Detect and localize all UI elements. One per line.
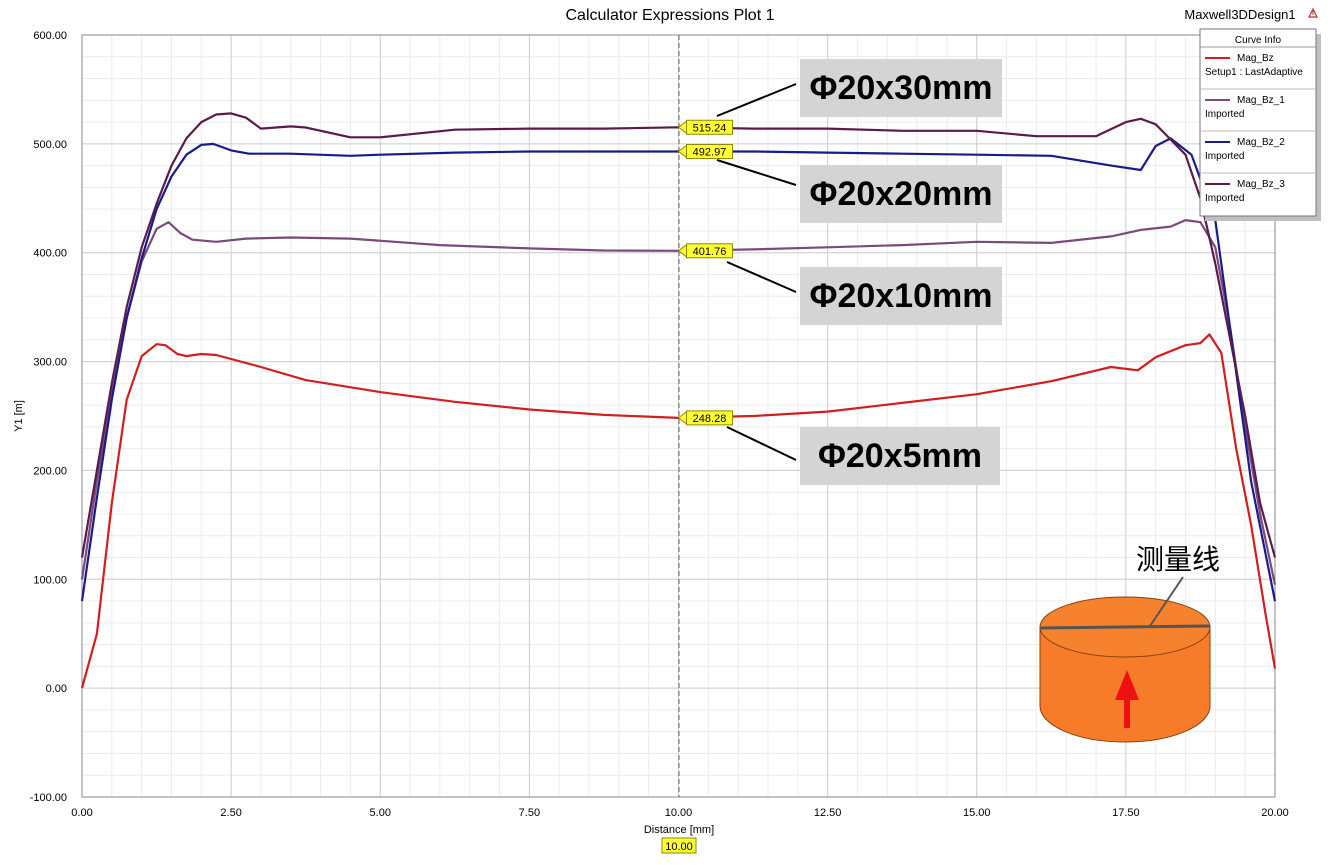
legend-entry-source: Setup1 : LastAdaptive: [1205, 67, 1303, 78]
series-line-Mag_Bz[interactable]: [80, 333, 1277, 689]
pointer-line-5mm: [726, 426, 797, 461]
series-line-Mag_Bz_1[interactable]: [80, 219, 1277, 585]
cursor-marker-Mag_Bz_3: 515.24: [677, 119, 733, 135]
y-tick-label: 400.00: [33, 248, 67, 260]
x-tick-label: 7.50: [519, 807, 540, 819]
cursor-marker-value: 515.24: [693, 122, 727, 134]
y-tick-label: 300.00: [33, 357, 67, 369]
legend-entry-Mag_Bz_1[interactable]: Mag_Bz_1 Imported: [1200, 95, 1316, 132]
cursor-marker-value: 248.28: [693, 413, 727, 425]
pointer-line-30mm: [716, 83, 797, 117]
pointer-line-20mm: [716, 159, 797, 186]
cursor-marker-value: 492.97: [693, 147, 727, 159]
cursor-value-markers: 248.28 401.76 492.97 515.24: [677, 119, 733, 426]
legend-entry-name: Mag_Bz_1: [1237, 95, 1285, 106]
annotation-20mm-text: Φ20x20mm: [810, 175, 993, 213]
cursor-marker-value: 401.76: [693, 246, 727, 258]
x-tick-label: 20.00: [1261, 807, 1289, 819]
legend-entry-source: Imported: [1205, 109, 1244, 120]
x-tick-labels: 0.00 2.50 5.00 7.50 10.00 12.50 15.00 17.50 20.0…: [71, 807, 1288, 819]
annotation-20mm: Φ20x20mm: [800, 165, 1002, 223]
y-tick-labels: -100.00 0.00 100.00 200.00 300.00 400.00 500.0…: [30, 30, 67, 804]
measure-line-label: 测量线: [1136, 544, 1220, 575]
cursor-marker-Mag_Bz_2: 492.97: [677, 144, 733, 160]
pointer-line-10mm: [726, 261, 797, 293]
legend-title: Curve Info: [1235, 35, 1282, 46]
legend-entry-Mag_Bz_2[interactable]: Mag_Bz_2 Imported: [1200, 137, 1316, 174]
chart-title: Calculator Expressions Plot 1: [566, 7, 775, 24]
x-axis-label: Distance [mm]: [644, 824, 714, 836]
legend-entry-Mag_Bz[interactable]: Mag_Bz Setup1 : LastAdaptive: [1200, 53, 1316, 90]
y-tick-label: 500.00: [33, 139, 67, 151]
x-tick-label: 15.00: [963, 807, 991, 819]
x-tick-label: 5.00: [370, 807, 391, 819]
annotation-10mm-text: Φ20x10mm: [810, 277, 993, 315]
design-name: Maxwell3DDesign1: [1184, 7, 1295, 22]
measure-line-pointer: [1149, 576, 1184, 627]
cursor-marker-Mag_Bz_1: 401.76: [677, 243, 733, 259]
legend-entry-Mag_Bz_3[interactable]: Mag_Bz_3 Imported: [1205, 179, 1285, 204]
x-tick-label: 2.50: [220, 807, 241, 819]
y-tick-label: 600.00: [33, 30, 67, 42]
x-tick-label: 0.00: [71, 807, 92, 819]
legend-entry-name: Mag_Bz_3: [1237, 179, 1285, 190]
y-tick-label: 200.00: [33, 465, 67, 477]
y-tick-label: 0.00: [46, 683, 67, 695]
cursor-marker-Mag_Bz: 248.28: [677, 410, 733, 426]
cursor-x-marker[interactable]: 10.00: [661, 837, 697, 854]
x-tick-label: 12.50: [814, 807, 842, 819]
cursor-x-value: 10.00: [665, 841, 693, 853]
annotation-5mm-text: Φ20x5mm: [818, 437, 982, 475]
series-line-Mag_Bz_3[interactable]: [80, 112, 1277, 558]
magnetization-arrow-icon: [1115, 670, 1139, 700]
legend-entry-name: Mag_Bz: [1237, 53, 1274, 64]
x-tick-label: 10.00: [665, 807, 693, 819]
annotation-pointers: [716, 83, 797, 461]
legend-entry-source: Imported: [1205, 193, 1244, 204]
design-logo-icon: [1308, 7, 1318, 18]
y-tick-label: -100.00: [30, 792, 67, 804]
y-tick-label: 100.00: [33, 574, 67, 586]
measure-line: [1039, 624, 1211, 630]
annotation-10mm: Φ20x10mm: [800, 267, 1002, 325]
cylinder-illustration: 测量线: [1039, 544, 1220, 743]
annotation-30mm-text: Φ20x30mm: [810, 69, 993, 107]
legend-entry-name: Mag_Bz_2: [1237, 137, 1285, 148]
legend-entry-source: Imported: [1205, 151, 1244, 162]
annotation-30mm: Φ20x30mm: [800, 59, 1002, 117]
x-tick-label: 17.50: [1112, 807, 1140, 819]
y-axis-label: Y1 [m]: [13, 400, 25, 432]
series-line-Mag_Bz_2[interactable]: [80, 137, 1277, 602]
series-lines: [80, 112, 1277, 689]
annotation-5mm: Φ20x5mm: [800, 427, 1000, 485]
